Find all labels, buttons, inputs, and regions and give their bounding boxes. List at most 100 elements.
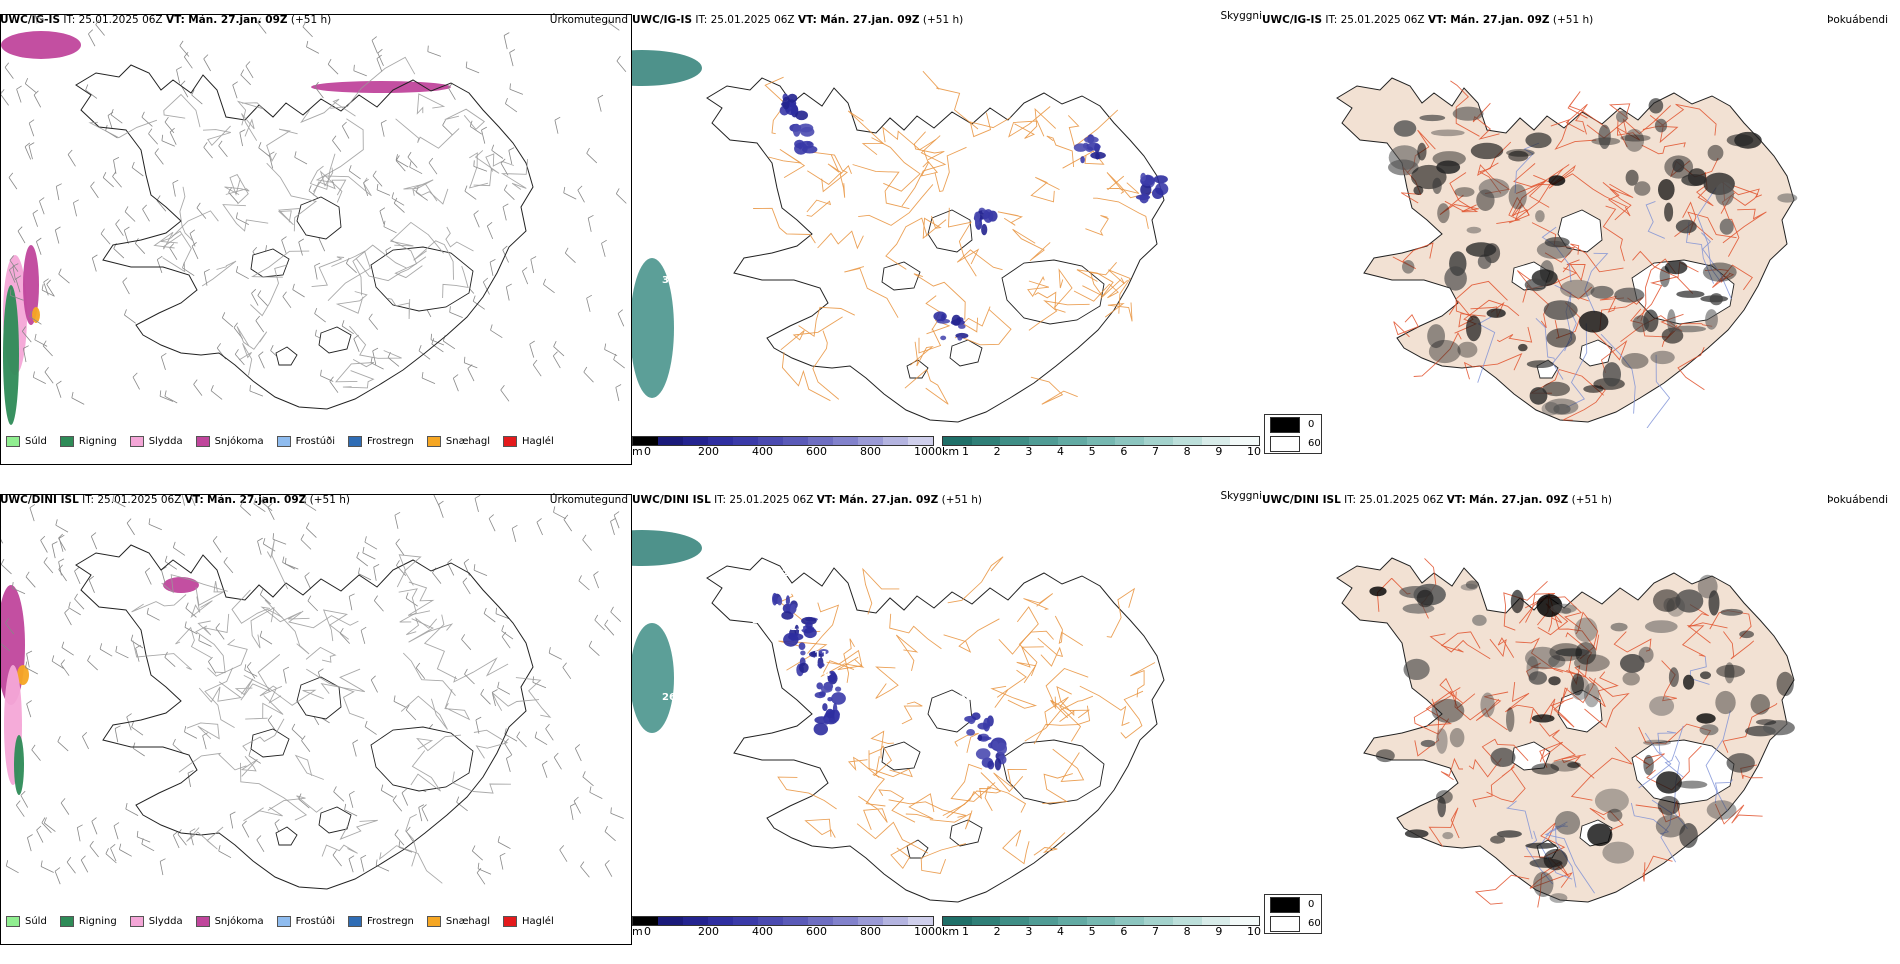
legend-item: Slydda bbox=[130, 916, 183, 927]
colorbar-tick: 800 bbox=[860, 925, 881, 938]
colorbar-unit: m bbox=[632, 445, 643, 458]
legend-item: Súld bbox=[6, 916, 47, 927]
cloudbase-value-label: 24 bbox=[752, 615, 766, 626]
colorbar-tick: 4 bbox=[1057, 925, 1064, 938]
colorbar-tick: 200 bbox=[698, 925, 719, 938]
legend-label: Frostregn bbox=[367, 916, 414, 927]
legend-swatch bbox=[130, 436, 144, 447]
panel-header: UWC/IG-IS IT: 25.01.2025 06Z VT: Mán. 27… bbox=[1262, 14, 1593, 27]
precip-type-panel: UWC/IG-IS IT: 25.01.2025 06Z VT: Mán. 27… bbox=[0, 14, 632, 474]
legend-swatch bbox=[60, 916, 74, 927]
cloudbase-value-label: 94 bbox=[817, 668, 831, 679]
fog-panel: UWC/DINI ISL IT: 25.01.2025 06Z VT: Mán.… bbox=[1262, 494, 1892, 954]
colorbar-tick: 600 bbox=[806, 445, 827, 458]
legend-label: Rigning bbox=[79, 436, 117, 447]
fog-title: Þokuábendi bbox=[1827, 494, 1888, 506]
legend-swatch bbox=[348, 436, 362, 447]
colorbar-tick: 9 bbox=[1215, 925, 1222, 938]
colorbar-tick: 1 bbox=[962, 925, 969, 938]
precip-map-svg bbox=[1, 15, 631, 430]
legend-item: Frostregn bbox=[348, 436, 414, 447]
fog-key-label: 0 bbox=[1308, 419, 1314, 430]
legend-label: Snjókoma bbox=[215, 436, 264, 447]
cloudbase-value-label: 83 bbox=[802, 685, 816, 696]
fog-panel: UWC/IG-IS IT: 25.01.2025 06Z VT: Mán. 27… bbox=[1262, 14, 1892, 474]
colorbar-tick: 7 bbox=[1152, 445, 1159, 458]
colorbar-tick: 0 bbox=[644, 925, 651, 938]
legend-item: Haglél bbox=[503, 436, 554, 447]
fog-title: Þokuábendi bbox=[1827, 14, 1888, 26]
panel-header: UWC/DINI ISL IT: 25.01.2025 06Z VT: Mán.… bbox=[1262, 494, 1612, 507]
legend-swatch bbox=[277, 436, 291, 447]
colorbar-tick: 6 bbox=[1120, 445, 1127, 458]
legend-item: Snæhagl bbox=[427, 436, 490, 447]
colorbar-tick: 4 bbox=[1057, 445, 1064, 458]
colorbar-tick: 1 bbox=[962, 445, 969, 458]
fog-key: 0 60 bbox=[1264, 894, 1322, 934]
legend-swatch bbox=[130, 916, 144, 927]
forecast-row: UWC/IG-IS IT: 25.01.2025 06Z VT: Mán. 27… bbox=[0, 14, 1900, 484]
colorbar-tick: 2 bbox=[994, 925, 1001, 938]
colorbar-tick: 10 bbox=[1247, 925, 1261, 938]
forecast-row: UWC/DINI ISL IT: 25.01.2025 06Z VT: Mán.… bbox=[0, 494, 1900, 964]
fog-key-item: 0 bbox=[1265, 415, 1321, 434]
colorbar-tick: 2 bbox=[994, 445, 1001, 458]
legend-swatch bbox=[6, 916, 20, 927]
precip-map-svg bbox=[1, 495, 631, 910]
legend-label: Frostúði bbox=[296, 916, 335, 927]
fog-key-swatch bbox=[1270, 916, 1300, 932]
colorbar-tick: 5 bbox=[1089, 925, 1096, 938]
legend-swatch bbox=[277, 916, 291, 927]
legend-label: Frostregn bbox=[367, 436, 414, 447]
precip-legend: Súld Rigning Slydda Snjókoma Frostúði Frostre… bbox=[6, 916, 567, 927]
legend-label: Súld bbox=[25, 436, 47, 447]
legend-item: Snjókoma bbox=[196, 916, 264, 927]
colorbar-tick: 10 bbox=[1247, 445, 1261, 458]
legend-swatch bbox=[427, 436, 441, 447]
fog-key-item: 60 bbox=[1265, 434, 1321, 453]
legend-swatch bbox=[196, 916, 210, 927]
colorbar-strip bbox=[632, 916, 934, 926]
visibility-panel: UWC/DINI ISL IT: 25.01.2025 06Z VT: Mán.… bbox=[632, 494, 1262, 954]
legend-swatch bbox=[503, 436, 517, 447]
cloudbase-value-label: 130 bbox=[952, 692, 973, 703]
cloudbase-value-label: 395 bbox=[662, 275, 683, 286]
colorbar-tick: 1000 bbox=[914, 925, 942, 938]
fog-key-item: 60 bbox=[1265, 914, 1321, 933]
fog-key-item: 0 bbox=[1265, 895, 1321, 914]
cloudbase-value-label: 25 bbox=[782, 568, 796, 579]
cloudbase-value-label: 112 bbox=[814, 650, 835, 661]
fog-key-swatch bbox=[1270, 897, 1300, 913]
colorbar-unit: km bbox=[942, 445, 959, 458]
legend-item: Snjókoma bbox=[196, 436, 264, 447]
legend-label: Súld bbox=[25, 916, 47, 927]
colorbar-strip bbox=[942, 916, 1260, 926]
colorbar-strip bbox=[632, 436, 934, 446]
legend-label: Haglél bbox=[522, 436, 554, 447]
legend-swatch bbox=[196, 436, 210, 447]
legend-swatch bbox=[427, 916, 441, 927]
legend-item: Rigning bbox=[60, 916, 117, 927]
legend-label: Slydda bbox=[149, 916, 183, 927]
visibility-panel: UWC/IG-IS IT: 25.01.2025 06Z VT: Mán. 27… bbox=[632, 14, 1262, 474]
fog-map-svg bbox=[1262, 28, 1882, 428]
legend-swatch bbox=[503, 916, 517, 927]
legend-swatch bbox=[60, 436, 74, 447]
colorbar-tick: 6 bbox=[1120, 925, 1127, 938]
fog-key-label: 60 bbox=[1308, 918, 1321, 929]
colorbar-unit: km bbox=[942, 925, 959, 938]
colorbar-tick: 3 bbox=[1025, 925, 1032, 938]
fog-key-swatch bbox=[1270, 417, 1300, 433]
visibility-map: 395 bbox=[632, 28, 1252, 433]
legend-label: Frostúði bbox=[296, 436, 335, 447]
colorbar-tick: 1000 bbox=[914, 445, 942, 458]
visibility-title: Skyggni bbox=[1221, 10, 1263, 22]
fog-key-label: 0 bbox=[1308, 899, 1314, 910]
